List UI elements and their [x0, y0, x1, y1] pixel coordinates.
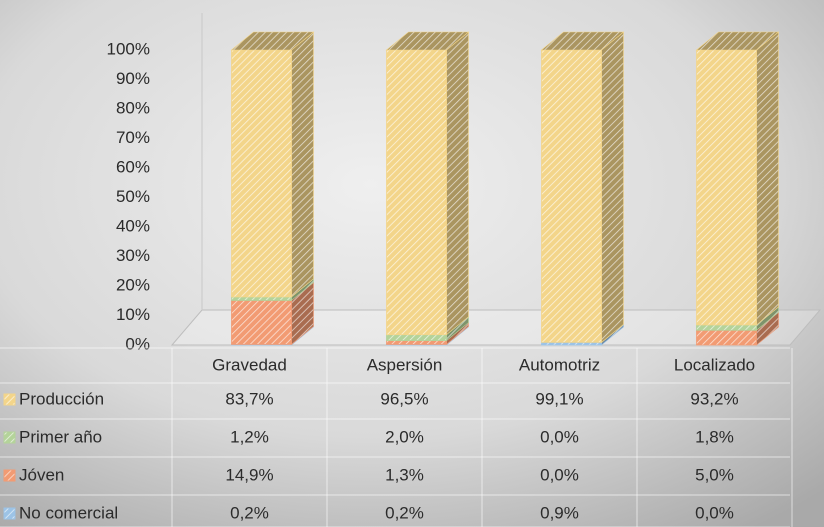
y-tick-label: 30%	[116, 246, 150, 265]
y-tick-label: 80%	[116, 98, 150, 117]
bar-segment	[387, 341, 447, 345]
value-label: 2,0%	[385, 427, 424, 446]
x-tick-label: Automotriz	[519, 355, 600, 374]
y-tick-label: 60%	[116, 157, 150, 176]
value-label: 0,9%	[540, 503, 579, 522]
legend-swatch	[4, 394, 15, 405]
y-tick-label: 70%	[116, 128, 150, 147]
value-label: 1,3%	[385, 465, 424, 484]
bar-segment	[697, 50, 757, 325]
y-tick-label: 20%	[116, 275, 150, 294]
bar-segment	[387, 335, 447, 341]
bar-segment	[232, 297, 292, 301]
value-label: 1,8%	[695, 427, 734, 446]
y-tick-label: 90%	[116, 69, 150, 88]
value-label: 0,2%	[385, 503, 424, 522]
x-tick-label: Gravedad	[212, 355, 287, 374]
value-label: 99,1%	[535, 389, 583, 408]
bar-side	[757, 32, 779, 325]
bar-segment	[232, 300, 292, 344]
value-label: 0,0%	[695, 503, 734, 522]
y-tick-label: 100%	[107, 39, 150, 58]
legend-label: Producción	[19, 389, 104, 408]
legend-label: No comercial	[19, 503, 118, 522]
legend-swatch	[4, 470, 15, 481]
legend-label: Jóven	[19, 465, 64, 484]
value-label: 93,2%	[690, 389, 738, 408]
value-label: 1,2%	[230, 427, 269, 446]
bar-side	[447, 32, 469, 335]
bar-segment	[697, 330, 757, 345]
x-tick-label: Localizado	[674, 355, 755, 374]
x-tick-label: Aspersión	[367, 355, 443, 374]
bar-segment	[387, 50, 447, 335]
value-label: 0,2%	[230, 503, 269, 522]
y-tick-label: 40%	[116, 216, 150, 235]
y-tick-label: 10%	[116, 305, 150, 324]
value-label: 83,7%	[225, 389, 273, 408]
legend-swatch	[4, 432, 15, 443]
value-label: 96,5%	[380, 389, 428, 408]
legend-swatch	[4, 508, 15, 519]
y-tick-label: 0%	[125, 334, 150, 353]
bar-side	[602, 32, 624, 342]
bar-side	[292, 32, 314, 297]
value-label: 0,0%	[540, 465, 579, 484]
chart: 0% 10% 20% 30% 40% 50% 60% 70% 80% 90% 100% Graveda…	[0, 0, 824, 527]
y-tick-label: 50%	[116, 187, 150, 206]
bar-segment	[697, 325, 757, 330]
value-label: 0,0%	[540, 427, 579, 446]
value-label: 14,9%	[225, 465, 273, 484]
page: 0% 10% 20% 30% 40% 50% 60% 70% 80% 90% 100% Graveda…	[0, 0, 824, 527]
bar-segment	[542, 50, 602, 342]
legend-label: Primer año	[19, 427, 102, 446]
bar-segment	[232, 50, 292, 297]
value-label: 5,0%	[695, 465, 734, 484]
